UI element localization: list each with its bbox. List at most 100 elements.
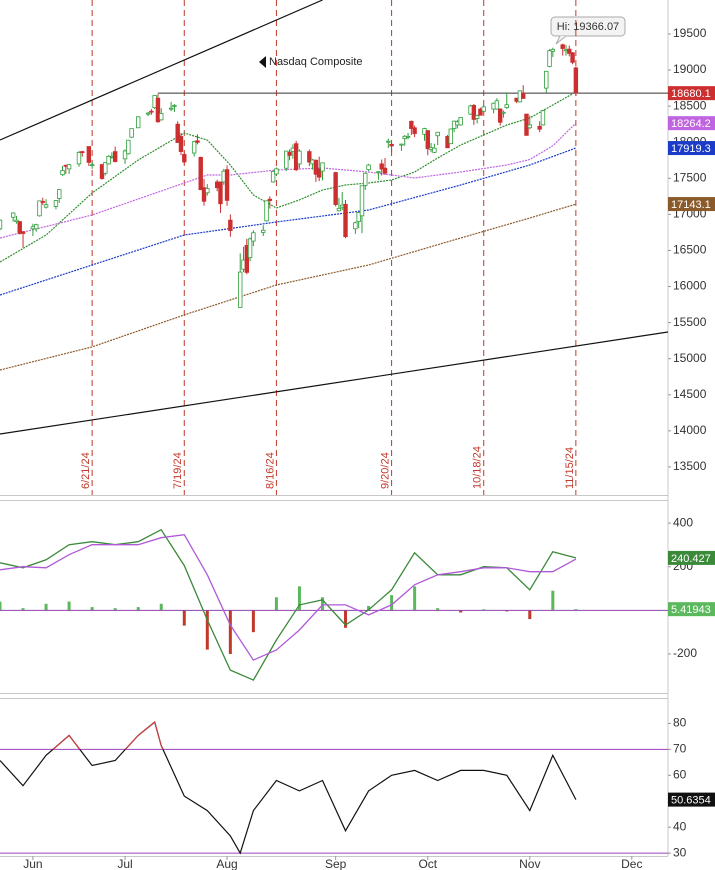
- candle-body: [201, 187, 207, 202]
- candle-body: [336, 207, 342, 212]
- y-tick-label: 15000: [673, 351, 707, 365]
- candle-body: [247, 238, 253, 259]
- candle-body: [550, 48, 556, 52]
- candle-body: [37, 200, 42, 217]
- candle-body: [560, 44, 565, 49]
- y-tick-label: 80: [673, 716, 687, 730]
- candle-body: [448, 128, 454, 145]
- candle-body: [10, 212, 16, 218]
- candle-body: [379, 163, 384, 170]
- candle-body: [363, 172, 368, 186]
- candle-body: [53, 200, 59, 207]
- candle-body: [86, 146, 92, 163]
- candle-body: [316, 168, 322, 178]
- y-tick-label: 14000: [673, 423, 707, 437]
- histogram-bar: [67, 601, 71, 611]
- candle-body: [504, 104, 509, 108]
- moving-average: [0, 203, 577, 371]
- candle-body: [145, 112, 151, 115]
- macd-line: [0, 533, 577, 661]
- candle-body: [218, 181, 223, 205]
- candle-body: [228, 219, 233, 231]
- candle-body: [149, 110, 154, 113]
- histogram-bar: [528, 610, 532, 620]
- candle-body: [205, 188, 210, 194]
- candle-body: [182, 154, 187, 163]
- candle-body: [544, 70, 549, 89]
- histogram-bar: [90, 607, 94, 611]
- candle-body: [224, 169, 230, 201]
- x-tick-label: Oct: [418, 857, 437, 870]
- y-tick-label: 30: [673, 845, 687, 859]
- candle-body: [432, 147, 437, 153]
- candle-body: [547, 50, 552, 67]
- candle-body: [425, 130, 430, 150]
- candle-body: [386, 140, 391, 143]
- candle-body: [122, 150, 128, 160]
- panel: [0, 721, 668, 855]
- y-tick-label: 17500: [673, 170, 707, 184]
- trendline: [0, 331, 668, 435]
- histogram-bar: [21, 608, 25, 611]
- candle-body: [244, 245, 249, 273]
- candle-body: [195, 140, 200, 143]
- candle-body: [103, 162, 108, 174]
- event-label: 6/21/24: [80, 452, 92, 489]
- histogram-bar: [320, 597, 324, 611]
- candle-body: [458, 117, 463, 126]
- candle-body: [481, 106, 486, 112]
- candle-body: [284, 150, 289, 169]
- value-tag-label: 17143.1: [671, 199, 711, 211]
- y-tick-label: 18500: [673, 98, 707, 112]
- histogram-bar: [251, 610, 255, 633]
- value-tag: [668, 602, 715, 617]
- histogram-bar: [551, 590, 555, 611]
- event-label: 7/19/24: [172, 452, 184, 489]
- value-tag: [668, 86, 715, 101]
- chart-title: Nasdaq Composite: [269, 56, 363, 68]
- candle-body: [343, 203, 348, 238]
- histogram-bar: [159, 603, 163, 611]
- histogram-bar: [367, 605, 371, 611]
- candle-body: [191, 141, 197, 154]
- candle-body: [126, 139, 131, 155]
- candle-body: [172, 105, 177, 107]
- candle-body: [435, 131, 440, 137]
- candle-body: [17, 221, 22, 234]
- value-tag-label: 50.6354: [671, 795, 711, 807]
- y-tick-label: 19000: [673, 62, 707, 76]
- y-tick-label: 15500: [673, 315, 707, 329]
- histogram-bar: [297, 586, 301, 611]
- histogram-bar: [228, 610, 232, 654]
- title-marker: [259, 56, 266, 68]
- value-tag: [668, 550, 715, 565]
- y-tick-label: 70: [673, 742, 687, 756]
- y-tick-label: 400: [673, 515, 693, 529]
- candle-body: [497, 108, 503, 123]
- candle-body: [129, 128, 134, 138]
- candle-body: [537, 125, 542, 130]
- annotation-box: [550, 16, 626, 37]
- candle-body: [359, 185, 365, 217]
- candle-body: [178, 136, 184, 152]
- x-tick-label: Aug: [216, 857, 237, 870]
- candle-body: [376, 171, 381, 174]
- value-tag: [668, 792, 715, 807]
- value-tag-label: 18264.2: [671, 118, 711, 130]
- value-tag: [668, 116, 715, 131]
- candle-body: [527, 124, 532, 129]
- candle-body: [159, 113, 164, 121]
- candle-body: [274, 168, 279, 175]
- candle-body: [297, 150, 302, 165]
- candle-body: [320, 162, 325, 172]
- candle-body: [270, 171, 276, 183]
- candle-body: [501, 111, 506, 114]
- candle-body: [60, 170, 65, 176]
- candle-body: [366, 164, 371, 171]
- rsi-line: [0, 721, 577, 855]
- value-tag: [668, 197, 715, 212]
- y-tick-label: 14500: [673, 387, 707, 401]
- candle-body: [136, 116, 141, 129]
